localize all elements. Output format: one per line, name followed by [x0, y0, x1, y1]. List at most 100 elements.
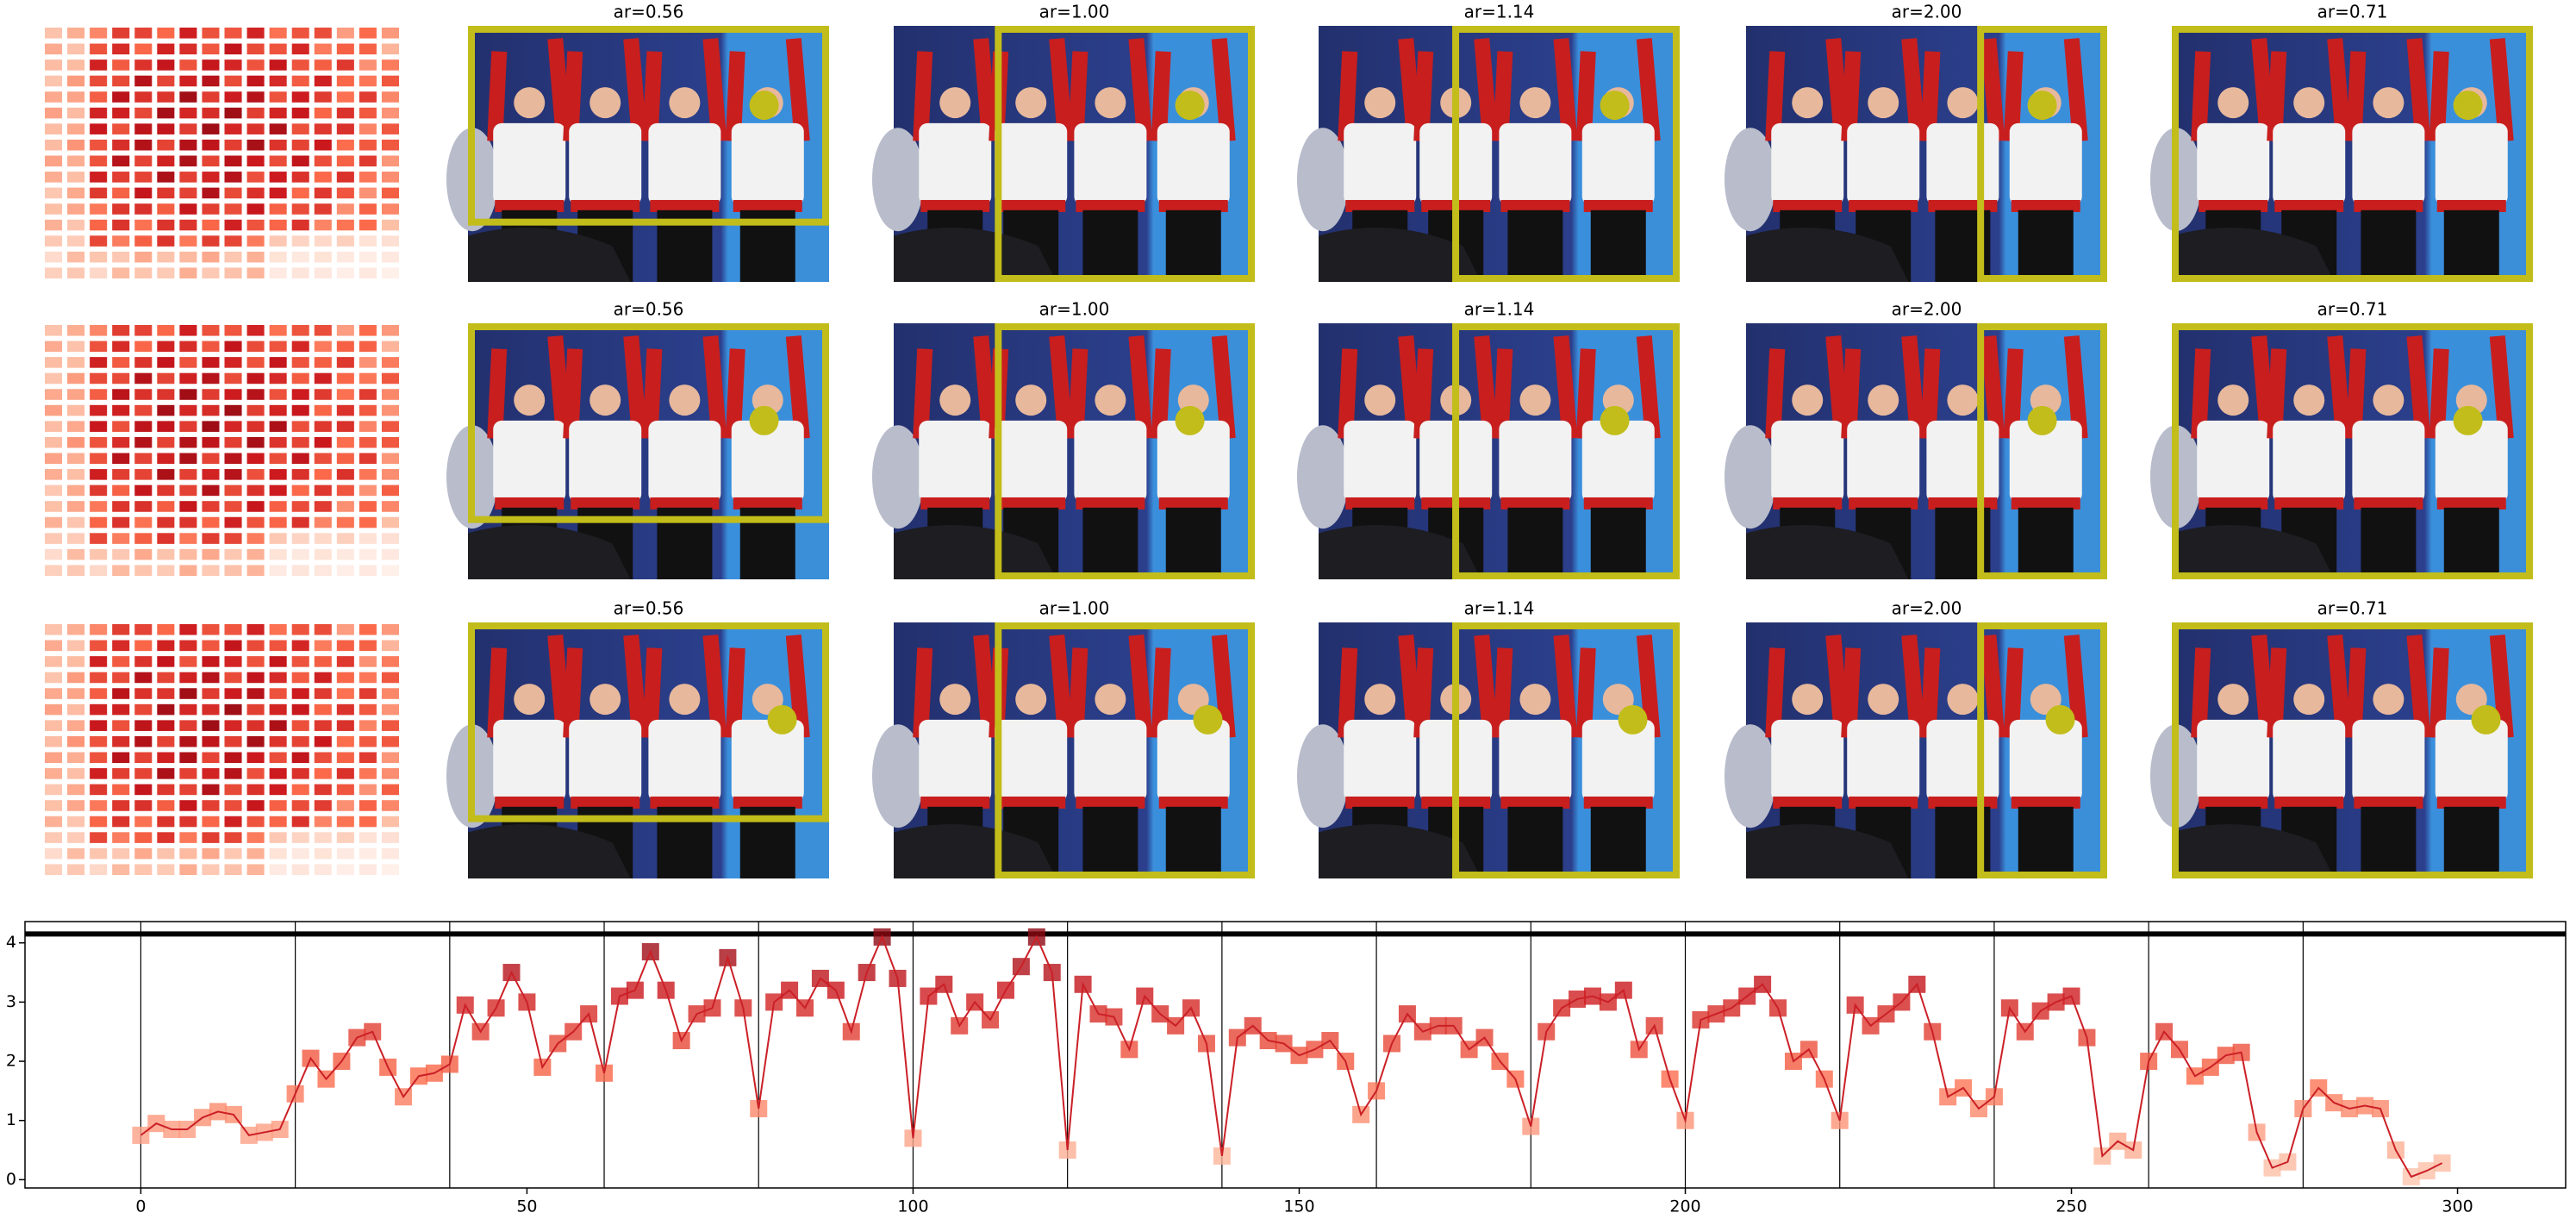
heatmap-cell: [67, 421, 85, 432]
heatmap-cell: [359, 139, 377, 151]
heatmap-cell: [314, 251, 332, 263]
heatmap-cell: [359, 672, 377, 684]
heatmap-cell: [67, 123, 85, 134]
camera-crowd: [894, 824, 1057, 878]
athlete-belt: [920, 199, 990, 212]
focus-point: [1600, 405, 1630, 435]
heatmap-cell: [314, 484, 332, 497]
heatmap-cell: [112, 484, 130, 497]
heatmap-cell: [314, 155, 332, 167]
heatmap-cell: [359, 341, 377, 353]
heatmap-cell: [336, 735, 354, 747]
heatmap-cell: [179, 784, 197, 796]
athlete-belt: [2436, 796, 2506, 809]
heatmap-cell: [269, 43, 287, 55]
athlete-belt: [1773, 497, 1843, 509]
heatmap-cell: [359, 548, 377, 560]
athlete-legs: [2361, 806, 2417, 878]
heatmap-cell: [90, 516, 108, 528]
heatmap-cell: [179, 720, 197, 731]
heatmap-cell: [314, 847, 332, 860]
heatmap-cell: [224, 219, 242, 231]
heatmap-cell: [336, 187, 354, 199]
heatmap-cell: [314, 219, 332, 231]
heatmap-cell: [112, 91, 130, 103]
y-tick-label: 2: [6, 1052, 16, 1071]
heatmap-cell: [381, 832, 399, 843]
heatmap-cell: [291, 800, 309, 811]
heatmap-cell: [224, 864, 242, 875]
athlete-jacket: [569, 420, 642, 503]
athlete-head: [1792, 684, 1824, 716]
photo-stand: [872, 724, 924, 828]
heatmap-cell: [336, 155, 354, 167]
heatmap-cell: [246, 43, 265, 55]
athlete-jacket: [1771, 719, 1844, 802]
heatmap-cell: [112, 735, 130, 747]
heatmap-cell: [45, 533, 63, 544]
heatmap-cell: [179, 548, 197, 560]
heatmap-cell: [224, 640, 242, 652]
heatmap-cell: [359, 453, 377, 465]
heatmap-cell: [202, 235, 220, 247]
heatmap-cell: [112, 219, 130, 231]
heatmap-cell: [67, 784, 85, 796]
heatmap: [45, 624, 399, 875]
heatmap-cell: [381, 800, 399, 811]
athlete-belt: [733, 796, 802, 809]
heatmap-cell: [90, 325, 108, 336]
focus-point: [2045, 704, 2075, 735]
heatmap-cell: [202, 372, 220, 384]
athlete-jacket: [1847, 122, 1920, 205]
athlete-head: [1095, 87, 1126, 119]
heatmap-cell: [336, 800, 354, 811]
heatmap-cell: [134, 832, 153, 843]
x-tick-label: 300: [2442, 1197, 2473, 1216]
focus-point: [1600, 91, 1630, 121]
athlete-jacket: [1499, 719, 1572, 802]
heatmap-cell: [224, 187, 242, 199]
heatmap-cell: [45, 640, 63, 652]
crop-box: [468, 26, 829, 226]
heatmap-cell: [336, 172, 354, 183]
photo-panel: ar=1.14: [1297, 299, 1681, 579]
heatmap-cell: [291, 768, 309, 779]
heatmap-cell: [202, 453, 220, 465]
heatmap-cell: [67, 91, 85, 103]
heatmap-cell: [67, 533, 85, 544]
heatmap-cell: [381, 516, 399, 528]
athlete-head: [1868, 87, 1899, 119]
heatmap-cell: [67, 640, 85, 652]
athlete-belt: [920, 796, 990, 809]
athlete-jacket: [569, 719, 642, 802]
heatmap-cell: [381, 672, 399, 684]
heatmap-cell: [381, 864, 399, 875]
heatmap-cell: [291, 565, 309, 576]
heatmap-cell: [90, 372, 108, 384]
heatmap-cell: [90, 688, 108, 699]
heatmap-cell: [269, 847, 287, 860]
athlete-belt: [495, 199, 564, 212]
heatmap-cell: [179, 203, 197, 215]
heatmap-cell: [336, 784, 354, 796]
athlete-belt: [495, 796, 564, 809]
heatmap-cell: [90, 172, 108, 183]
heatmap-cell: [67, 75, 85, 87]
heatmap-cell: [179, 469, 197, 480]
athlete-head: [1519, 684, 1551, 716]
heatmap-cell: [112, 389, 130, 400]
athlete-head: [1792, 384, 1824, 416]
heatmap-cell: [179, 864, 197, 875]
heatmap-cell: [359, 533, 377, 544]
heatmap-cell: [336, 672, 354, 684]
heatmap-cell: [90, 784, 108, 796]
heatmap-cell: [112, 341, 130, 353]
heatmap-cell: [269, 389, 287, 400]
heatmap-cell: [224, 800, 242, 811]
heatmap-cell: [90, 624, 108, 635]
heatmap-cell: [112, 123, 130, 134]
x-tick-label: 100: [897, 1197, 928, 1216]
heatmap-cell: [157, 516, 175, 528]
heatmap-cell: [291, 469, 309, 480]
heatmap-cell: [359, 75, 377, 87]
